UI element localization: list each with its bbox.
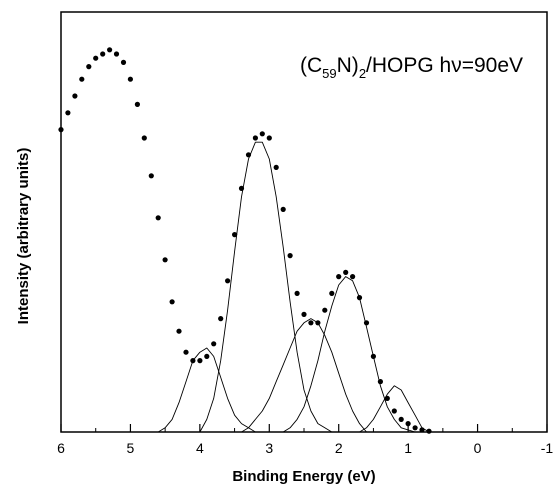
data-point: [259, 131, 265, 137]
data-point: [211, 341, 217, 347]
x-axis-label: Binding Energy (eV): [232, 468, 375, 485]
data-point: [190, 358, 196, 364]
fit-components: [157, 141, 430, 433]
data-point: [58, 127, 64, 133]
axis-ticks: 6 5 4 3 2 1 0 -1: [57, 424, 553, 456]
data-point: [405, 421, 411, 427]
fit-component-curve-4: [282, 276, 416, 433]
y-axis-label: Intensity (arbitrary units): [15, 148, 32, 325]
data-point: [329, 290, 335, 296]
data-point: [197, 358, 203, 364]
x-tick-label: 0: [474, 440, 482, 456]
data-point: [412, 425, 418, 431]
data-point: [287, 253, 293, 259]
title-rest: /HOPG hν=90eV: [366, 54, 523, 77]
fit-component-curve-1: [157, 347, 256, 433]
title-subscript-2: 2: [359, 66, 366, 81]
data-point: [266, 135, 272, 141]
data-point: [280, 206, 286, 212]
data-point: [155, 215, 161, 221]
data-point: [273, 164, 279, 170]
data-point: [426, 428, 432, 434]
data-point: [363, 320, 370, 326]
x-tick-label: 1: [404, 440, 412, 456]
data-point: [134, 101, 140, 107]
data-point: [232, 232, 238, 238]
data-point: [377, 379, 383, 385]
data-point: [384, 395, 390, 401]
data-point: [183, 349, 189, 355]
chart-title: (C59N)2/HOPG hν=90eV: [300, 54, 523, 81]
data-point: [350, 274, 356, 280]
data-point: [204, 353, 210, 359]
data-point: [162, 257, 168, 263]
x-tick-label: 2: [335, 440, 343, 456]
fit-component-curve-2: [199, 141, 333, 433]
fit-component-curve-3: [241, 318, 367, 433]
data-point: [65, 110, 71, 116]
data-point: [148, 173, 154, 179]
data-point: [398, 416, 404, 422]
x-tick-label: 5: [127, 440, 135, 456]
data-point: [120, 59, 127, 65]
title-subscript-59: 59: [322, 66, 336, 81]
data-point: [238, 185, 245, 191]
data-point: [72, 93, 78, 99]
data-point: [336, 274, 342, 280]
x-tick-label: -1: [541, 440, 554, 456]
x-tick-label: 3: [265, 440, 273, 456]
fit-component-curve-5: [359, 385, 430, 433]
data-points: [58, 47, 432, 434]
data-point: [100, 51, 106, 57]
data-point: [322, 307, 328, 313]
data-point: [93, 55, 99, 61]
data-point: [419, 427, 425, 433]
data-point: [301, 311, 307, 317]
data-point: [113, 51, 120, 57]
data-point: [245, 152, 252, 158]
data-point: [141, 135, 147, 141]
data-point: [218, 316, 224, 322]
x-tick-label: 4: [196, 440, 204, 456]
data-point: [370, 353, 376, 359]
data-point: [225, 278, 231, 284]
data-point: [356, 295, 363, 301]
data-point: [176, 328, 182, 334]
data-point: [86, 64, 92, 70]
title-open: (C: [300, 54, 322, 77]
data-point: [107, 47, 113, 53]
title-mid: N): [337, 54, 359, 77]
data-point: [391, 408, 397, 414]
data-point: [169, 299, 175, 305]
data-point: [315, 320, 321, 326]
data-point: [308, 320, 314, 326]
data-point: [294, 290, 300, 296]
data-point: [343, 269, 349, 275]
data-point: [79, 76, 85, 82]
data-point: [127, 76, 133, 82]
data-point: [252, 135, 258, 141]
x-tick-label: 6: [57, 440, 65, 456]
